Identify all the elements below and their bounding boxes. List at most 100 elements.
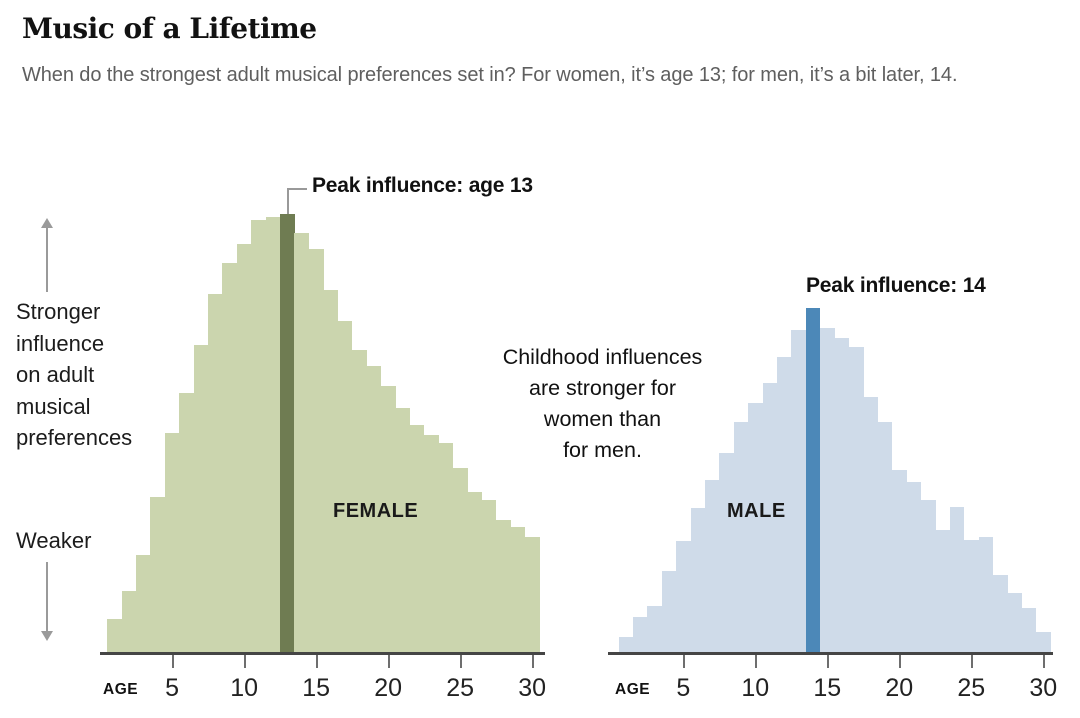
axis-tick-30	[1043, 655, 1045, 668]
axis-tick-label-15: 15	[302, 674, 330, 702]
axis-tick-25	[971, 655, 973, 668]
down-arrow-icon	[41, 631, 53, 641]
male-bar-age-17	[848, 347, 864, 652]
female-bar-age-25	[452, 468, 468, 652]
male-bar-age-25	[964, 539, 979, 652]
axis-tick-label-20: 20	[885, 674, 914, 702]
center-annotation-line: are stronger for	[529, 376, 676, 400]
axis-tick-10	[244, 655, 246, 668]
female-bar-age-23	[424, 435, 439, 652]
female-bar-age-8	[208, 294, 223, 652]
y-axis-label-line: on adult	[16, 362, 95, 387]
up-arrow-line	[46, 227, 48, 292]
axis-tick-label-20: 20	[374, 674, 402, 702]
female-bar-age-18	[352, 350, 367, 652]
axis-tick-15	[316, 655, 318, 668]
female-bar-age-30	[524, 536, 540, 652]
axis-tick-10	[755, 655, 757, 668]
axis-tick-label-30: 30	[518, 674, 546, 702]
male-bar-age-4	[661, 570, 677, 652]
male-bar-age-13	[791, 330, 806, 652]
female-axis-line	[100, 652, 545, 655]
female-peak-annotation: Peak influence: age 13	[312, 174, 533, 197]
female-bar-age-28	[496, 520, 511, 652]
axis-tick-20	[899, 655, 901, 668]
male-bar-age-8	[719, 453, 734, 652]
female-bar-age-13	[280, 214, 295, 652]
female-bar-age-29	[510, 527, 526, 652]
male-bar-age-27	[992, 574, 1008, 652]
female-series-label: FEMALE	[333, 500, 419, 522]
female-bar-age-5	[164, 433, 180, 652]
axis-tick-label-10: 10	[741, 674, 770, 702]
male-bar-age-5	[676, 541, 691, 652]
male-bar-age-18	[863, 397, 878, 652]
female-bar-age-3	[136, 555, 151, 652]
female-chart	[107, 200, 540, 652]
female-bar-age-12	[265, 217, 281, 652]
female-bar-age-10	[236, 243, 252, 652]
axis-tick-label-10: 10	[230, 674, 258, 702]
female-peak-connector-vertical	[287, 188, 289, 214]
male-bar-age-2	[632, 616, 648, 652]
down-arrow-line	[46, 562, 48, 632]
up-arrow-icon	[41, 218, 53, 228]
female-bar-age-19	[366, 366, 382, 652]
male-bar-age-15	[820, 327, 835, 652]
male-bar-age-11	[762, 383, 778, 652]
male-bar-age-28	[1007, 592, 1022, 652]
axis-tick-25	[460, 655, 462, 668]
female-bar-age-7	[193, 344, 209, 652]
male-bar-age-6	[690, 507, 706, 652]
male-age-axis-label: AGE	[615, 681, 651, 698]
axis-tick-label-25: 25	[957, 674, 986, 702]
female-bar-age-16	[323, 290, 338, 652]
axis-tick-5	[683, 655, 685, 668]
axis-tick-label-25: 25	[446, 674, 474, 702]
male-chart	[618, 200, 1051, 652]
female-bar-age-2	[121, 591, 137, 652]
axis-tick-label-15: 15	[813, 674, 842, 702]
male-bar-age-16	[834, 337, 850, 652]
y-axis-label-line: preferences	[16, 425, 133, 450]
axis-tick-label-5: 5	[676, 674, 691, 702]
male-bar-age-22	[920, 500, 936, 652]
female-bar-age-20	[380, 386, 396, 652]
male-bar-age-29	[1021, 608, 1037, 652]
male-bar-age-24	[949, 507, 965, 652]
male-bar-age-12	[776, 356, 792, 652]
female-bar-age-22	[409, 425, 425, 652]
male-axis-line	[608, 652, 1053, 655]
male-peak-annotation: Peak influence: 14	[806, 274, 986, 297]
axis-tick-15	[827, 655, 829, 668]
male-bar-age-10	[748, 403, 763, 652]
female-bar-age-11	[251, 220, 266, 652]
male-bar-age-7	[704, 479, 720, 652]
female-bar-age-17	[337, 320, 353, 652]
center-annotation-line: Childhood influences	[502, 345, 703, 369]
female-bar-age-27	[481, 500, 497, 652]
page-subtitle: When do the strongest adult musical pref…	[22, 64, 958, 86]
axis-tick-30	[532, 655, 534, 668]
male-bar-age-26	[978, 536, 994, 652]
female-bar-age-9	[222, 263, 238, 652]
female-bar-age-24	[438, 443, 454, 652]
male-series-label: MALE	[727, 500, 786, 522]
axis-tick-5	[172, 655, 174, 668]
female-bar-age-6	[179, 393, 194, 652]
female-bar-age-26	[467, 492, 482, 652]
female-bar-age-14	[294, 232, 310, 652]
male-bar-age-1	[618, 637, 634, 652]
center-annotation-line: women than	[543, 407, 662, 431]
y-axis-label-stronger: Stronger influence on adult musical pref…	[16, 296, 166, 454]
axis-tick-20	[388, 655, 390, 668]
axis-tick-label-30: 30	[1029, 674, 1058, 702]
male-bar-age-14	[805, 308, 821, 652]
male-bar-age-20	[892, 469, 907, 652]
male-bar-age-3	[647, 606, 662, 652]
male-bar-age-21	[906, 482, 922, 652]
female-bar-age-15	[308, 249, 324, 652]
y-axis-label-line: influence	[16, 330, 105, 356]
center-annotation-line: for men.	[563, 438, 642, 462]
